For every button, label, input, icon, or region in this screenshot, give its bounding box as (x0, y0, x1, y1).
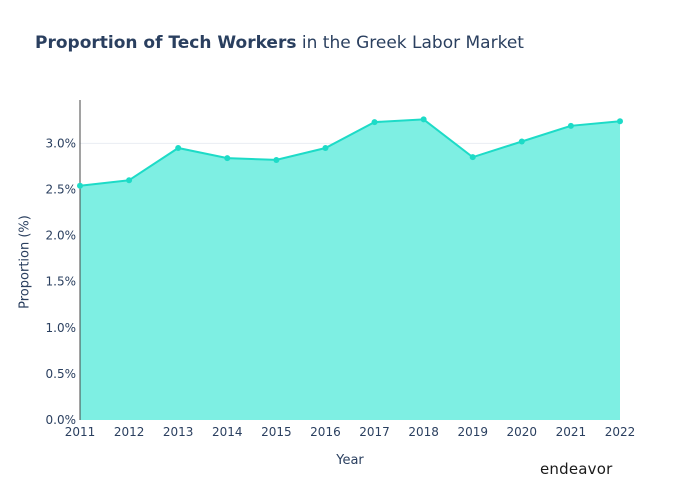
x-tick-label: 2013 (163, 425, 194, 439)
data-point-2016[interactable] (322, 144, 329, 151)
y-tick-label: 1.5% (46, 275, 77, 289)
x-tick-label: 2016 (310, 425, 341, 439)
data-points (77, 116, 623, 189)
data-point-2014[interactable] (224, 155, 231, 162)
x-tick-label: 2015 (261, 425, 292, 439)
x-tick-label: 2021 (556, 425, 587, 439)
x-tick-label: 2017 (359, 425, 390, 439)
x-tick-labels: 2011 2012 2013 2014 2015 2016 2017 2018 2019 2020… (65, 425, 636, 439)
data-point-2015[interactable] (273, 156, 280, 163)
x-tick-label: 2020 (507, 425, 538, 439)
data-point-2012[interactable] (126, 177, 133, 184)
y-tick-label: 0.0% (46, 413, 77, 427)
x-tick-label: 2011 (65, 425, 96, 439)
y-tick-label: 3.0% (46, 136, 77, 150)
data-point-2021[interactable] (567, 122, 574, 129)
data-point-2013[interactable] (175, 144, 182, 151)
x-axis-title: Year (335, 453, 364, 468)
data-point-2019[interactable] (469, 154, 476, 161)
endeavor-logo: endeavor (540, 460, 613, 478)
y-tick-label: 2.0% (46, 229, 77, 243)
data-point-2022[interactable] (617, 118, 623, 125)
x-tick-label: 2012 (114, 425, 145, 439)
data-point-2020[interactable] (518, 138, 525, 145)
area-fill (80, 119, 620, 421)
y-tick-labels: 0.0% 0.5% 1.0% 1.5% 2.0% 2.5% 3.0% (46, 136, 77, 427)
x-tick-label: 2019 (457, 425, 488, 439)
x-tick-label: 2018 (408, 425, 439, 439)
x-tick-label: 2014 (212, 425, 243, 439)
chart-title-bold: Proportion of Tech Workers (35, 33, 297, 53)
x-tick-label: 2022 (605, 425, 636, 439)
data-point-2018[interactable] (420, 116, 427, 123)
data-point-2011[interactable] (77, 182, 83, 189)
data-point-2017[interactable] (371, 119, 378, 126)
y-tick-label: 2.5% (46, 182, 77, 196)
chart-title: Proportion of Tech Workers in the Greek … (35, 33, 524, 53)
y-tick-label: 0.5% (46, 367, 77, 381)
series-line (79, 118, 621, 187)
y-axis-title: Proportion (%) (18, 215, 33, 309)
y-tick-label: 1.0% (46, 321, 77, 335)
chart-title-rest: in the Greek Labor Market (301, 33, 524, 53)
